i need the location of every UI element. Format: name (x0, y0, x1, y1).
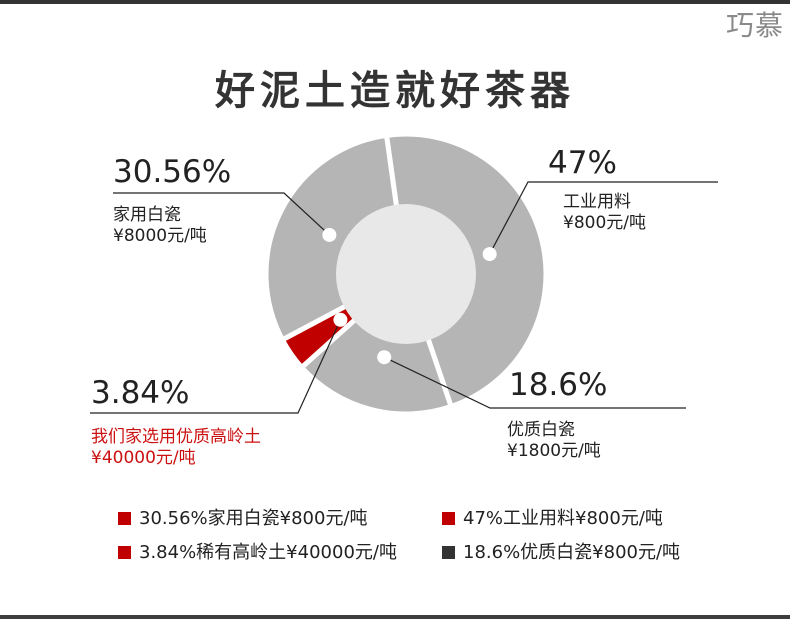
legend-item-quality-porcelain: 18.6%优质白瓷¥800元/吨 (442, 544, 680, 562)
legend-item-kaolin: 3.84%稀有高岭土¥40000元/吨 (118, 544, 397, 562)
name-label-home-porcelain: 家用白瓷 (113, 205, 181, 225)
donut-center (336, 204, 476, 344)
percent-label-home-porcelain: 30.56% (113, 154, 232, 190)
legend-swatch (442, 512, 455, 525)
legend-swatch (118, 512, 131, 525)
legend-swatch (442, 546, 455, 559)
legend-text: 47%工业用料¥800元/吨 (463, 508, 663, 529)
leader-line (489, 181, 718, 255)
legend-text: 18.6%优质白瓷¥800元/吨 (463, 542, 681, 563)
percent-label-industrial: 47% (548, 145, 617, 181)
slice-marker-dot (482, 247, 497, 262)
price-label-home-porcelain: ¥8000元/吨 (113, 226, 207, 246)
brand-logo-text: 巧慕 (725, 9, 784, 42)
legend-text: 30.56%家用白瓷¥800元/吨 (139, 508, 368, 529)
legend-item-industrial: 47%工业用料¥800元/吨 (442, 510, 663, 528)
legend-text: 3.84%稀有高岭土¥40000元/吨 (139, 542, 397, 563)
legend-item-home-porcelain: 30.56%家用白瓷¥800元/吨 (118, 510, 368, 528)
slice-marker-dot (377, 350, 392, 365)
leader-line (90, 319, 341, 414)
price-label-industrial: ¥800元/吨 (563, 213, 646, 233)
leader-line (383, 356, 686, 409)
legend-swatch (118, 546, 131, 559)
percent-label-kaolin: 3.84% (91, 375, 190, 411)
leader-line (113, 192, 330, 236)
price-label-kaolin: ¥40000元/吨 (91, 448, 196, 468)
top-rule (0, 0, 790, 4)
slice-marker-dot (322, 227, 337, 242)
name-label-industrial: 工业用料 (563, 192, 631, 212)
price-label-quality-porcelain: ¥1800元/吨 (507, 441, 601, 461)
name-label-quality-porcelain: 优质白瓷 (507, 420, 575, 440)
chart-title: 好泥土造就好茶器 (215, 68, 575, 114)
name-label-kaolin: 我们家选用优质高岭土 (91, 427, 261, 447)
percent-label-quality-porcelain: 18.6% (509, 367, 608, 403)
bottom-rule (0, 615, 790, 619)
slice-marker-dot (333, 312, 348, 327)
